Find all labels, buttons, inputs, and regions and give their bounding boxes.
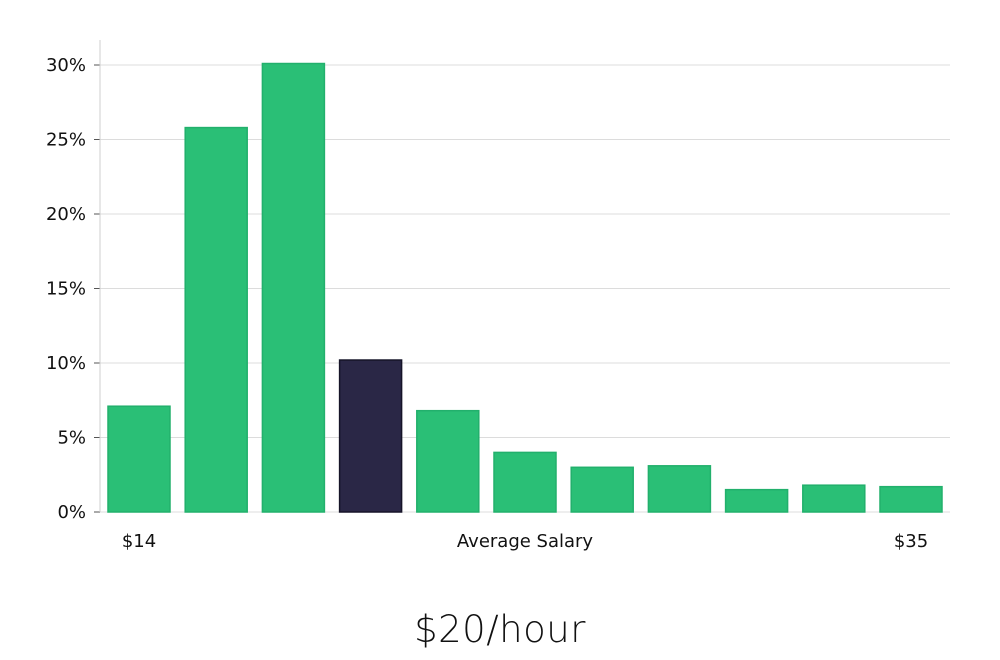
bar bbox=[493, 451, 557, 513]
average-salary-headline: $20/hour bbox=[414, 608, 586, 651]
bar bbox=[416, 409, 480, 513]
y-axis-ticks: 0% 5% 10% 15% 20% 25% 30% bbox=[46, 55, 100, 523]
x-axis-labels: $14 Average Salary $35 bbox=[122, 531, 928, 552]
y-tick-label: 20% bbox=[46, 204, 86, 225]
bar bbox=[724, 488, 789, 513]
y-tick-label: 25% bbox=[46, 130, 86, 151]
bar bbox=[802, 484, 866, 513]
y-tick-label: 30% bbox=[46, 55, 86, 76]
y-tick-label: 0% bbox=[57, 502, 86, 523]
x-label-max: $35 bbox=[894, 531, 928, 552]
bar bbox=[184, 126, 248, 513]
y-tick-label: 10% bbox=[46, 353, 86, 374]
x-label-average: Average Salary bbox=[457, 531, 594, 552]
bar bbox=[107, 405, 171, 513]
bars bbox=[107, 62, 943, 513]
bar bbox=[261, 62, 326, 513]
bar bbox=[647, 465, 712, 513]
y-tick-label: 5% bbox=[57, 428, 86, 449]
bar bbox=[570, 466, 634, 513]
y-tick-label: 15% bbox=[46, 279, 86, 300]
bar bbox=[879, 485, 943, 513]
bar-highlighted bbox=[338, 359, 403, 513]
x-label-min: $14 bbox=[122, 531, 156, 552]
